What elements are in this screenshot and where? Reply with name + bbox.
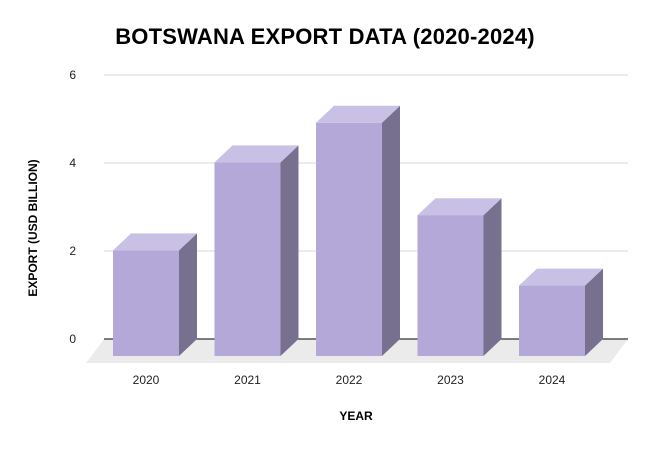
bar-top — [316, 105, 400, 123]
x-tick-label: 2022 — [336, 373, 363, 387]
bar-top — [417, 198, 502, 216]
y-tick-label: 0 — [69, 332, 76, 346]
y-tick-label: 2 — [69, 244, 76, 258]
bar-top — [519, 268, 603, 286]
bar-front — [417, 215, 484, 356]
bar-side — [179, 233, 197, 356]
bar-side — [382, 105, 400, 356]
y-tick-label: 6 — [69, 68, 76, 82]
bar-top — [113, 233, 197, 251]
bar-front — [519, 285, 585, 356]
bar-side — [280, 145, 299, 356]
x-tick-label: 2021 — [234, 373, 261, 387]
bar-front — [214, 162, 281, 356]
bar — [417, 198, 502, 356]
y-tick-label: 4 — [69, 156, 76, 170]
bar-side — [483, 198, 502, 356]
bar — [214, 145, 299, 356]
x-tick-label: 2020 — [133, 373, 160, 387]
bar-front — [113, 250, 179, 356]
bar-side — [585, 268, 603, 356]
x-tick-label: 2024 — [539, 373, 566, 387]
bar-front — [316, 122, 382, 356]
bar — [519, 268, 603, 356]
bar — [316, 105, 400, 356]
label-layer: 0 2 4 6 2020 2021 2022 2023 2024 — [69, 68, 565, 387]
chart-title: BOTSWANA EXPORT DATA (2020-2024) — [115, 24, 535, 49]
bar-top — [214, 145, 299, 163]
bar — [113, 233, 197, 356]
x-axis-label: YEAR — [339, 409, 373, 423]
x-tick-label: 2023 — [437, 373, 464, 387]
bar-layer — [113, 105, 603, 356]
